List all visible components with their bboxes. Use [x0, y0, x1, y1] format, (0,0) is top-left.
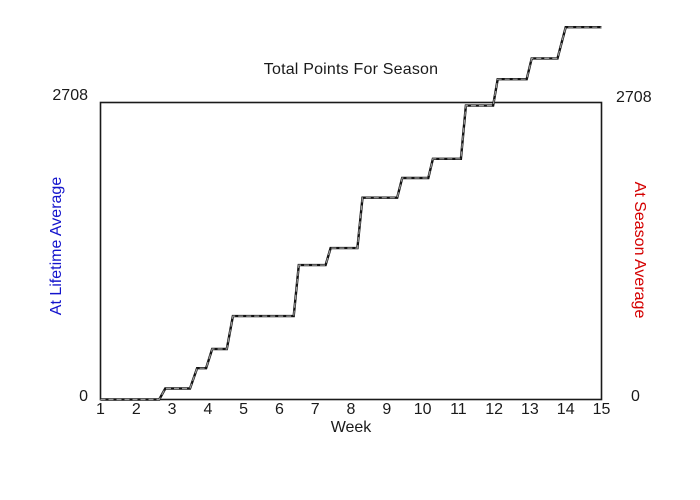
x-axis-title: Week [330, 419, 372, 436]
left-y-axis-min-tick: 0 [79, 388, 88, 405]
x-tick-label: 6 [274, 401, 284, 418]
left-y-axis-max-tick: 2708 [52, 87, 88, 104]
right-y-axis-max-tick: 2708 [616, 89, 652, 106]
x-tick-label: 1 [96, 401, 105, 418]
x-tick-label: 13 [520, 401, 539, 418]
right-y-axis-title: At Season Average [631, 181, 648, 319]
right-y-axis-min-tick: 0 [631, 388, 640, 405]
cumulative-points-step-line [100, 26, 602, 401]
x-tick-label: 5 [239, 401, 249, 418]
chart-title: Total Points For Season [263, 61, 439, 78]
cumulative-points-step-line-dash-overlay [100, 26, 602, 401]
x-tick-label: 15 [592, 401, 611, 418]
x-tick-label: 11 [450, 401, 467, 418]
left-y-axis-title: At Lifetime Average [48, 176, 65, 316]
x-tick-label: 7 [310, 401, 320, 418]
x-tick-label: 3 [167, 401, 177, 418]
x-tick-label: 8 [346, 401, 356, 418]
x-tick-label: 9 [382, 401, 392, 418]
x-tick-label: 10 [413, 401, 432, 418]
plot-frame [99, 101, 603, 401]
x-tick-label: 14 [556, 401, 575, 418]
x-tick-label: 12 [485, 401, 503, 418]
x-tick-label: 2 [131, 401, 141, 418]
x-tick-label: 4 [203, 401, 213, 418]
